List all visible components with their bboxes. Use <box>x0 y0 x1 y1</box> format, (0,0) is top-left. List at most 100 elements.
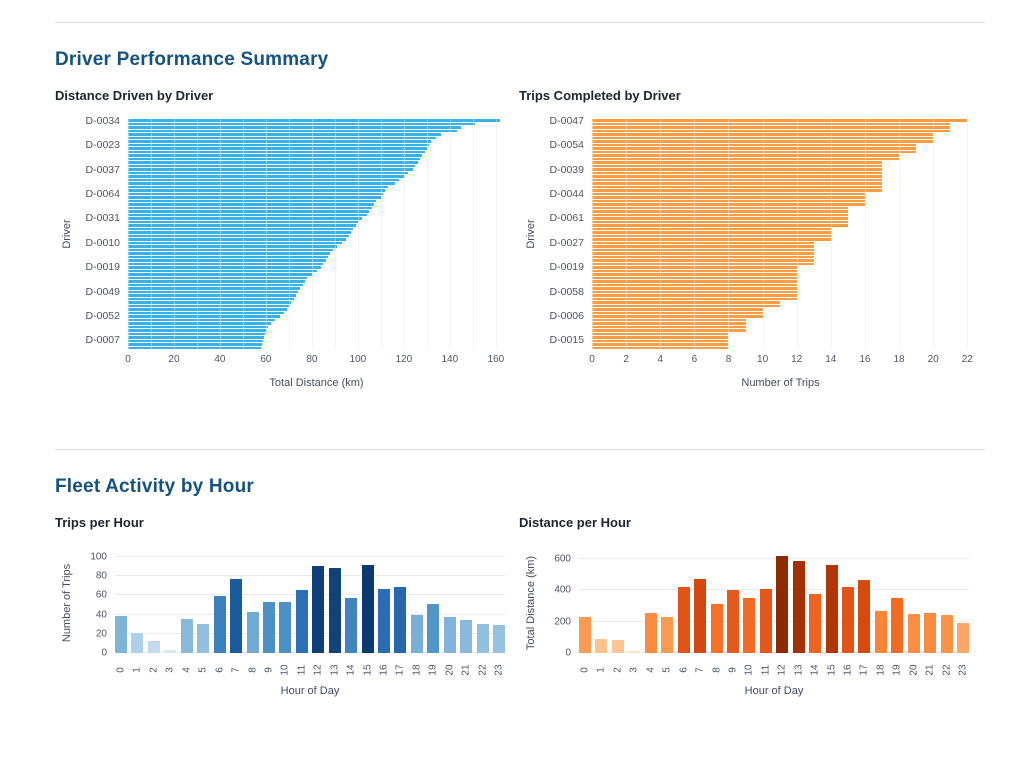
bar <box>592 199 865 202</box>
gridline <box>115 613 505 615</box>
bar <box>809 594 822 653</box>
bar <box>128 178 400 181</box>
bar <box>443 617 456 653</box>
bar <box>410 614 423 653</box>
bar <box>592 297 797 300</box>
bar <box>592 136 934 139</box>
bar <box>128 308 287 311</box>
x-tick: 21 <box>924 653 936 683</box>
bar <box>128 346 262 349</box>
bar <box>743 598 756 653</box>
x-tick-label: 16 <box>859 354 871 365</box>
bar <box>592 290 797 293</box>
bar <box>592 231 831 234</box>
x-tick-label: 6 <box>214 666 226 673</box>
x-tick-label: 14 <box>825 354 837 365</box>
bar <box>592 280 797 283</box>
x-tick-label: 0 <box>115 666 127 673</box>
x-tick: 18 <box>875 653 887 683</box>
x-tick: 2 <box>612 653 624 683</box>
panel-trips-per-hour: Trips per Hour Number of Trips 0 20 40 60 80 1… <box>55 516 519 701</box>
bar <box>128 297 294 300</box>
x-tick: 8 <box>247 653 259 683</box>
bar <box>128 255 328 258</box>
bar <box>128 343 263 346</box>
bar <box>592 164 882 167</box>
bar <box>592 182 882 185</box>
x-tick-label: 15 <box>362 663 374 676</box>
x-tick: 17 <box>394 653 406 683</box>
x-tick-label: 17 <box>858 663 870 676</box>
bar <box>128 157 420 160</box>
x-tick-label: 22 <box>961 354 973 365</box>
plot-area <box>579 552 970 653</box>
gridline <box>592 119 593 349</box>
bar <box>128 276 308 279</box>
gridline-overlay <box>426 119 428 349</box>
x-tick-label: 8 <box>711 666 723 673</box>
bar <box>128 339 263 342</box>
bar <box>792 560 805 653</box>
section-divider <box>55 449 985 450</box>
bar <box>128 147 427 150</box>
y-tick-label: 40 <box>95 609 107 621</box>
gridline <box>579 652 969 653</box>
x-tick: 3 <box>164 653 176 683</box>
bar <box>460 620 473 653</box>
y-tick-label: D-0015 <box>549 334 584 347</box>
y-tick-label: D-0010 <box>85 236 120 249</box>
gridline <box>967 119 969 349</box>
bar <box>592 126 951 129</box>
x-tick-label: 8 <box>725 354 732 365</box>
bar <box>128 266 322 269</box>
x-tick-label: 60 <box>260 354 272 365</box>
bar <box>891 598 904 653</box>
gridline <box>495 119 497 349</box>
bar <box>592 252 814 255</box>
gridline <box>426 119 428 349</box>
bar <box>128 210 370 213</box>
gridline <box>115 594 505 596</box>
bar <box>592 157 900 160</box>
bar <box>592 203 865 206</box>
bar <box>128 231 351 234</box>
bar <box>128 318 276 321</box>
x-tick-label: 12 <box>312 663 324 676</box>
bar <box>128 164 416 167</box>
bar <box>328 568 341 653</box>
gridline-overlay <box>796 119 798 349</box>
chart-title-trips-by-driver: Trips Completed by Driver <box>519 88 681 103</box>
bar <box>592 122 951 125</box>
gridline <box>150 119 152 349</box>
bar <box>128 150 425 153</box>
plot-area <box>592 119 969 349</box>
gridline <box>694 119 696 349</box>
y-tick-label: 60 <box>95 589 107 601</box>
gridline-overlay <box>449 119 451 349</box>
y-tick-label: D-0061 <box>549 212 584 225</box>
gridline-overlay <box>150 119 152 349</box>
x-tick-label: 0 <box>579 666 591 673</box>
bar <box>230 578 243 653</box>
x-tick: 20 <box>444 653 456 683</box>
y-axis-label: Total Distance (km) <box>525 555 537 650</box>
gridline <box>626 119 628 349</box>
gridline-overlay <box>592 119 593 349</box>
y-tick-label: D-0039 <box>549 163 584 176</box>
x-tick: 16 <box>842 653 854 683</box>
bar <box>128 245 338 248</box>
bar <box>592 133 934 136</box>
bar <box>128 252 331 255</box>
x-tick-label: 9 <box>263 666 275 673</box>
x-tick: 11 <box>760 653 772 683</box>
bar <box>476 624 489 653</box>
x-tick-label: 120 <box>395 354 413 365</box>
gridline-overlay <box>495 119 497 349</box>
x-tick-label: 4 <box>181 666 193 673</box>
bar <box>128 329 266 332</box>
gridline-overlay <box>626 119 628 349</box>
y-tick-label: 100 <box>90 551 107 563</box>
x-tick: 22 <box>477 653 489 683</box>
bar <box>592 206 848 209</box>
bar <box>164 650 177 653</box>
